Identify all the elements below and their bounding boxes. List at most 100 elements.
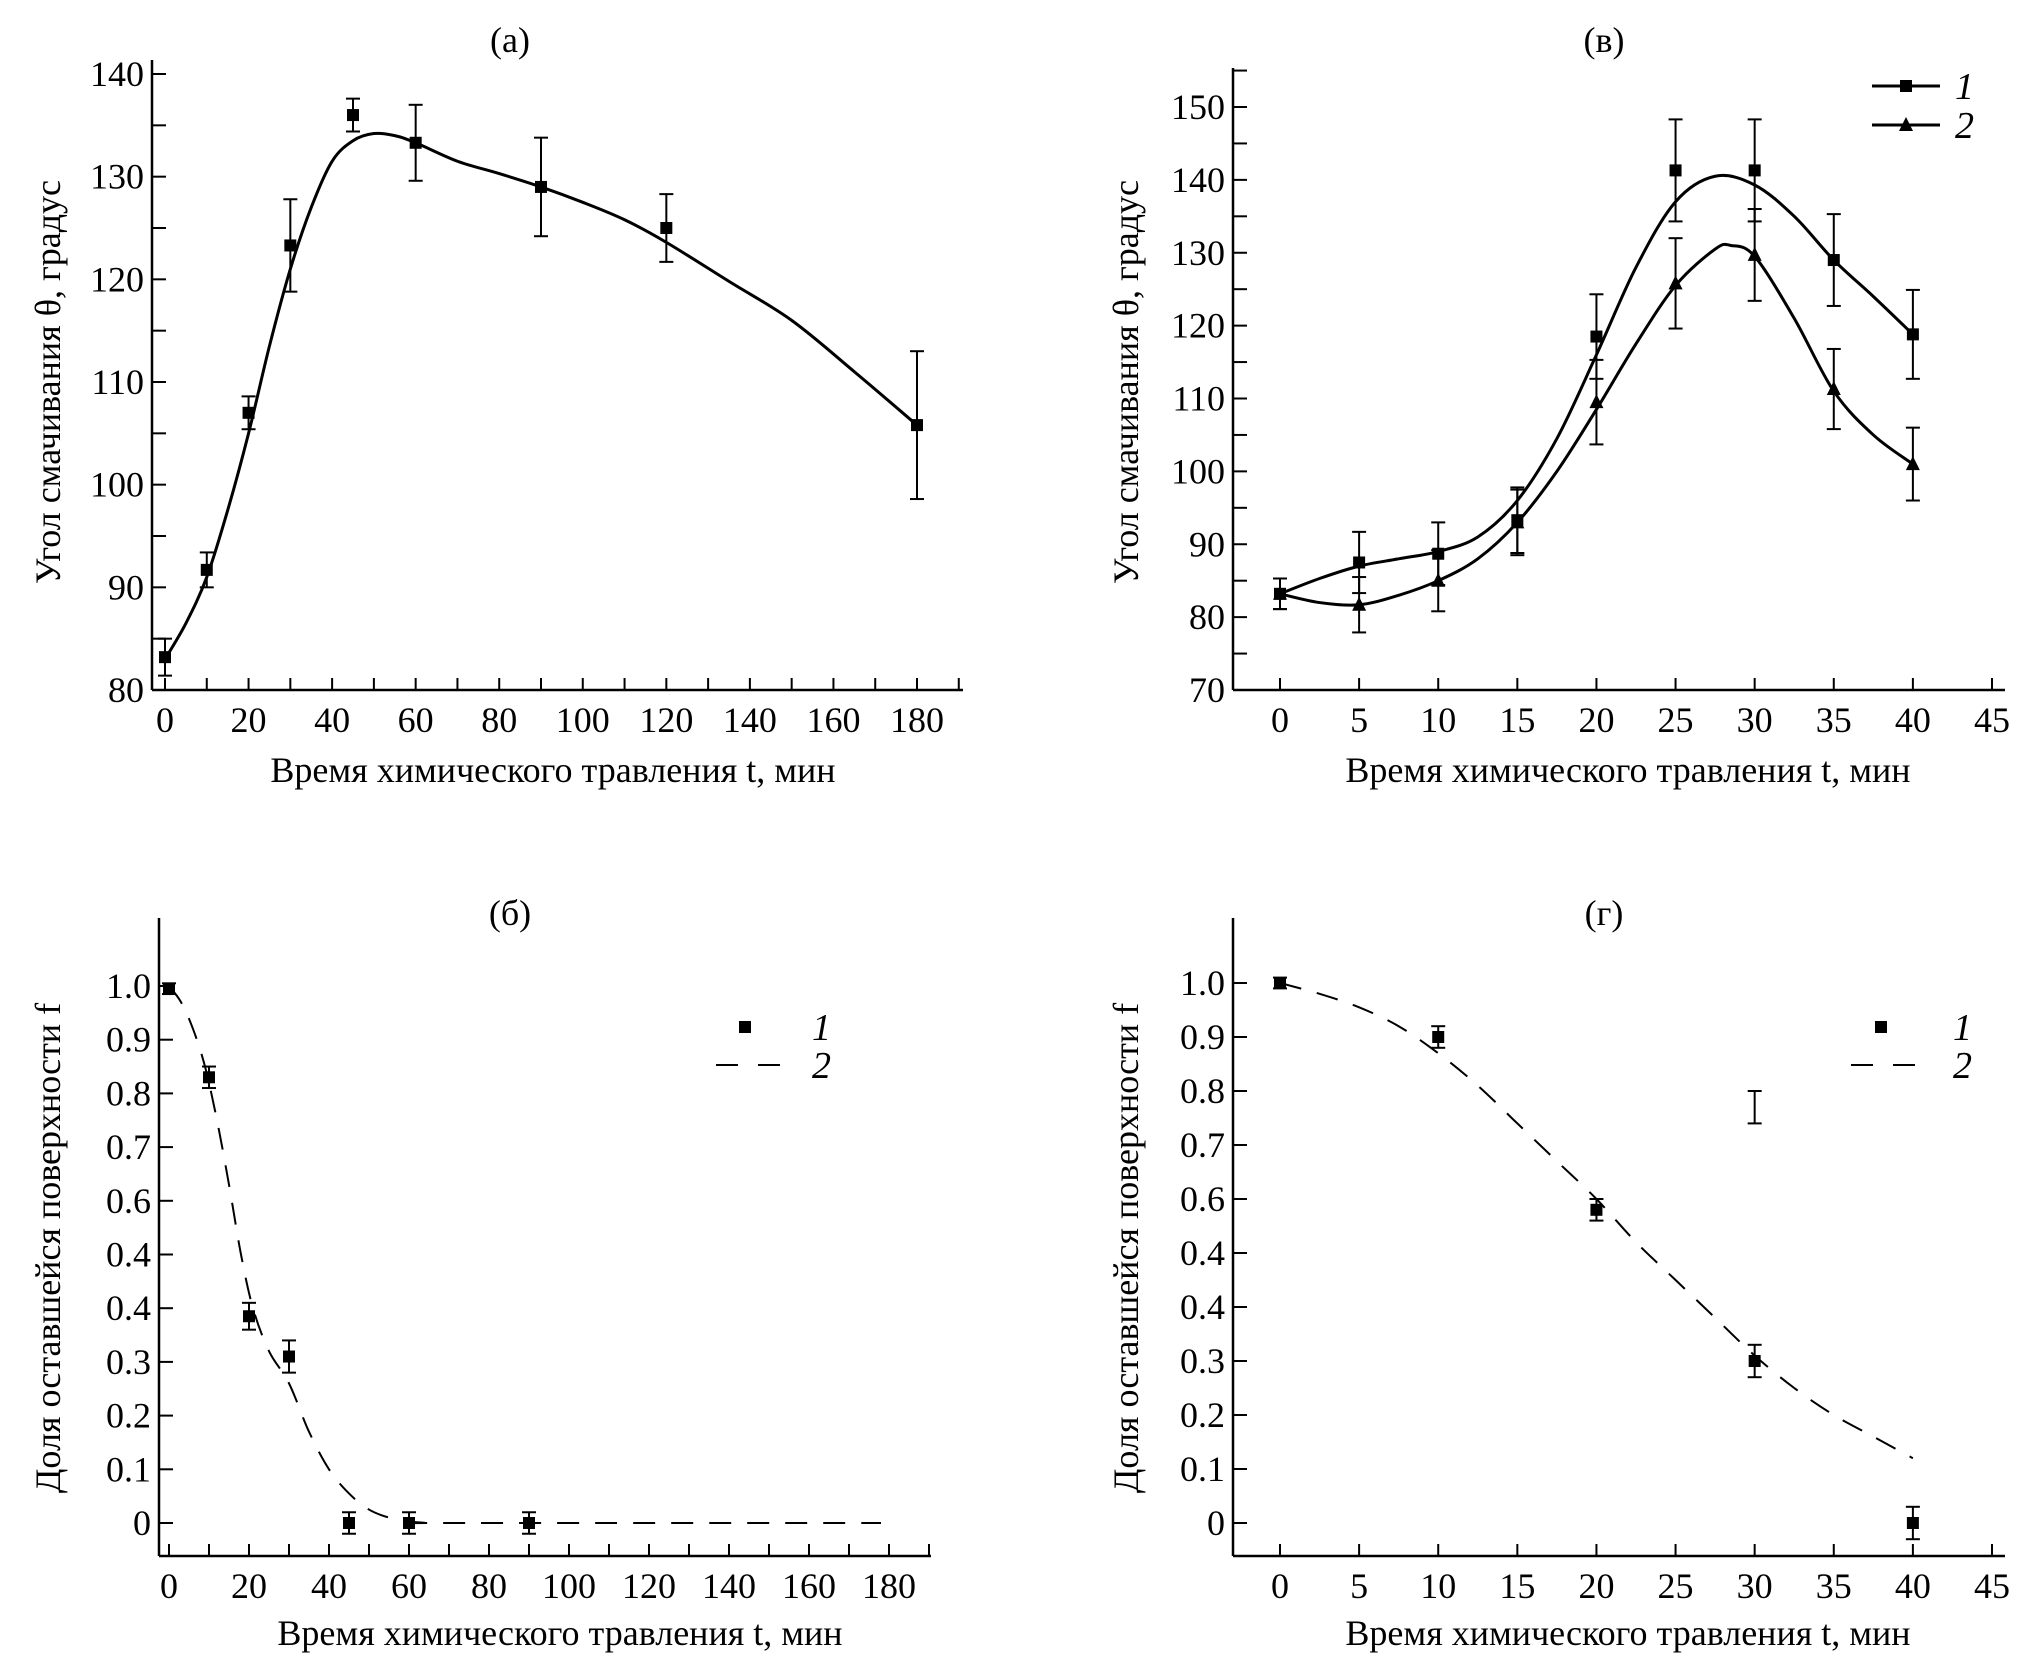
fit-curve-2 bbox=[1279, 242, 1914, 607]
y-tick-label: 0.9 bbox=[1180, 1017, 1225, 1057]
y-axis-label: Угол смачивания θ, градус bbox=[28, 180, 68, 584]
data-point-square bbox=[1827, 254, 1840, 267]
data-point-triangle bbox=[1826, 381, 1841, 396]
x-tick-label: 20 bbox=[1578, 700, 1614, 740]
y-tick-label: 120 bbox=[1171, 306, 1225, 346]
data-point-triangle bbox=[1747, 246, 1762, 261]
panel-title: (б) bbox=[489, 893, 531, 933]
x-tick-label: 35 bbox=[1816, 1566, 1852, 1606]
data-point-triangle bbox=[1352, 596, 1367, 611]
y-tick-label: 0.4 bbox=[1180, 1287, 1225, 1327]
legend-marker-square bbox=[1900, 80, 1912, 92]
legend-marker-square bbox=[1875, 1021, 1887, 1033]
legend-label: 2 bbox=[1953, 1045, 1972, 1087]
data-point-triangle bbox=[1431, 572, 1446, 587]
y-tick-label: 70 bbox=[1189, 670, 1225, 710]
x-tick-label: 0 bbox=[156, 700, 174, 740]
data-point-square bbox=[911, 419, 923, 432]
data-point-square bbox=[1906, 1517, 1919, 1529]
data-point-square bbox=[163, 982, 175, 995]
x-tick-label: 5 bbox=[1350, 700, 1368, 740]
x-tick-label: 30 bbox=[1737, 1566, 1773, 1606]
y-tick-label: 0.7 bbox=[1180, 1125, 1225, 1165]
panel-g: (г) 0 5 10 15 20 25 30 35 40 45 0 0.1 0.2 0.3 0.4 0.4 0.6… bbox=[1106, 893, 2010, 1653]
x-tick-label: 80 bbox=[471, 1566, 507, 1606]
y-tick-label: 0.1 bbox=[106, 1449, 151, 1489]
x-tick-label: 120 bbox=[622, 1566, 676, 1606]
y-tick-label: 150 bbox=[1171, 87, 1225, 127]
legend-marker-triangle bbox=[1899, 117, 1913, 131]
y-tick-label: 0.6 bbox=[106, 1181, 151, 1221]
x-tick-label: 5 bbox=[1350, 1566, 1368, 1606]
panel-v: (в) 0 5 10 15 20 25 30 35 40 45 70 80 90 100 110 120 130 1… bbox=[1106, 20, 2010, 790]
y-tick-label: 0.7 bbox=[106, 1127, 151, 1167]
y-tick-label: 100 bbox=[90, 465, 144, 505]
data-point-square bbox=[1590, 1203, 1603, 1216]
x-tick-label: 160 bbox=[782, 1566, 836, 1606]
x-tick-label: 45 bbox=[1974, 1566, 2010, 1606]
y-tick-label: 0 bbox=[133, 1503, 151, 1543]
legend-label: 2 bbox=[812, 1045, 831, 1087]
x-tick-label: 40 bbox=[1895, 700, 1931, 740]
y-tick-label: 90 bbox=[1189, 524, 1225, 564]
y-tick-label: 1.0 bbox=[106, 966, 151, 1006]
y-tick-label: 0.4 bbox=[106, 1288, 151, 1328]
x-tick-label: 80 bbox=[481, 700, 517, 740]
x-tick-label: 180 bbox=[890, 700, 944, 740]
x-tick-label: 60 bbox=[391, 1566, 427, 1606]
x-tick-label: 30 bbox=[1737, 700, 1773, 740]
y-tick-label: 110 bbox=[91, 362, 144, 402]
x-tick-label: 60 bbox=[398, 700, 434, 740]
y-tick-label: 100 bbox=[1171, 451, 1225, 491]
model-curve-dashed bbox=[168, 985, 881, 1525]
data-point-square bbox=[283, 1350, 295, 1363]
x-tick-label: 0 bbox=[1271, 700, 1289, 740]
x-axis-label: Время химического травления t, мин bbox=[1345, 750, 1910, 790]
y-axis-label: Доля оставшейся поверхности f bbox=[28, 1003, 68, 1493]
x-tick-label: 140 bbox=[702, 1566, 756, 1606]
legend-label: 1 bbox=[1955, 66, 1974, 108]
x-tick-label: 100 bbox=[556, 700, 610, 740]
x-tick-label: 20 bbox=[1578, 1566, 1614, 1606]
x-tick-label: 20 bbox=[231, 1566, 267, 1606]
x-tick-label: 40 bbox=[314, 700, 350, 740]
data-point-square bbox=[284, 239, 297, 252]
x-tick-label: 40 bbox=[311, 1566, 347, 1606]
x-tick-label: 45 bbox=[1974, 700, 2010, 740]
y-tick-label: 0.6 bbox=[1180, 1179, 1225, 1219]
y-tick-label: 130 bbox=[1171, 233, 1225, 273]
x-tick-label: 100 bbox=[542, 1566, 596, 1606]
y-tick-label: 80 bbox=[108, 670, 144, 710]
y-tick-label: 0.4 bbox=[106, 1235, 151, 1275]
x-tick-label: 120 bbox=[639, 700, 693, 740]
y-tick-label: 0.4 bbox=[1180, 1233, 1225, 1273]
x-tick-label: 0 bbox=[160, 1566, 178, 1606]
x-tick-label: 35 bbox=[1816, 700, 1852, 740]
x-axis-label: Время химического травления t, мин bbox=[277, 1613, 842, 1653]
y-axis-label: Доля оставшейся поверхности f bbox=[1106, 1003, 1146, 1493]
y-tick-label: 90 bbox=[108, 567, 144, 607]
data-point-square bbox=[242, 406, 255, 419]
x-tick-label: 0 bbox=[1271, 1566, 1289, 1606]
x-tick-label: 10 bbox=[1420, 1566, 1456, 1606]
data-point-square bbox=[343, 1517, 355, 1529]
data-point-square bbox=[159, 651, 171, 664]
data-point-square bbox=[535, 180, 547, 193]
data-point-triangle bbox=[1589, 394, 1604, 409]
x-tick-label: 15 bbox=[1499, 1566, 1535, 1606]
data-point-triangle bbox=[1510, 514, 1525, 529]
y-tick-label: 0.3 bbox=[106, 1342, 151, 1382]
y-tick-label: 0.8 bbox=[106, 1073, 151, 1113]
x-tick-label: 40 bbox=[1895, 1566, 1931, 1606]
legend-label: 1 bbox=[812, 1007, 831, 1049]
panel-b: (б) 0 20 40 60 80 100 120 140 160 180 0 0.1 0.2 0.3 0.4… bbox=[28, 893, 931, 1653]
data-point-square bbox=[243, 1310, 255, 1323]
legend-label: 2 bbox=[1955, 105, 1974, 147]
panel-title: (а) bbox=[490, 20, 530, 60]
y-tick-label: 140 bbox=[1171, 160, 1225, 200]
model-curve-dashed bbox=[1279, 982, 1914, 1460]
data-point-square bbox=[1353, 556, 1366, 569]
data-point-triangle bbox=[1273, 585, 1287, 600]
panel-a: (а) 0 20 40 60 80 100 120 140 160 180 80 90 100 110 120… bbox=[28, 20, 963, 790]
